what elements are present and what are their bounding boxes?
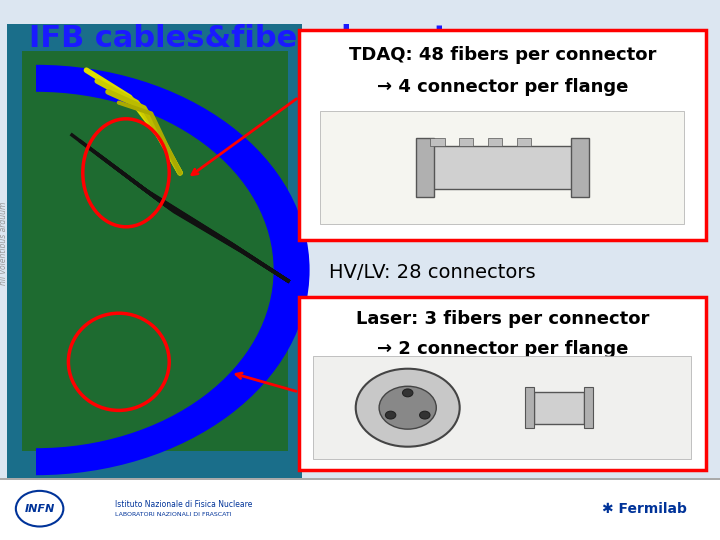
FancyBboxPatch shape — [584, 387, 593, 428]
FancyBboxPatch shape — [299, 297, 706, 470]
FancyBboxPatch shape — [299, 30, 706, 240]
FancyBboxPatch shape — [416, 138, 433, 197]
Text: LABORATORI NAZIONALI DI FRASCATI: LABORATORI NAZIONALI DI FRASCATI — [115, 511, 232, 517]
FancyBboxPatch shape — [570, 138, 588, 197]
FancyBboxPatch shape — [320, 111, 684, 224]
Text: → 4 connector per flange: → 4 connector per flange — [377, 78, 628, 96]
Text: ✱ Fermilab: ✱ Fermilab — [602, 502, 687, 516]
Text: INFN: INFN — [24, 504, 55, 514]
Text: Alessandro Saputi, Ivano Sarra - FNAL 23th July 2020: Alessandro Saputi, Ivano Sarra - FNAL 23… — [194, 503, 526, 516]
FancyBboxPatch shape — [516, 138, 531, 146]
Text: TDAQ: 48 fibers per connector: TDAQ: 48 fibers per connector — [348, 46, 656, 64]
FancyBboxPatch shape — [0, 478, 720, 540]
Text: IFB cables&fibers layout: IFB cables&fibers layout — [29, 24, 448, 53]
Text: nil volentibus arduum: nil volentibus arduum — [0, 201, 8, 285]
Circle shape — [385, 411, 396, 419]
FancyBboxPatch shape — [22, 51, 288, 451]
FancyBboxPatch shape — [0, 478, 720, 480]
Circle shape — [402, 389, 413, 397]
Wedge shape — [36, 65, 310, 475]
Text: Istituto Nazionale di Fisica Nucleare: Istituto Nazionale di Fisica Nucleare — [115, 501, 253, 509]
Circle shape — [379, 386, 436, 429]
FancyBboxPatch shape — [525, 387, 534, 428]
FancyBboxPatch shape — [459, 138, 474, 146]
FancyBboxPatch shape — [487, 138, 502, 146]
Circle shape — [420, 411, 430, 419]
FancyBboxPatch shape — [7, 24, 302, 478]
FancyBboxPatch shape — [430, 146, 575, 189]
FancyBboxPatch shape — [534, 392, 584, 424]
Circle shape — [16, 491, 63, 526]
Text: Laser: 3 fibers per connector: Laser: 3 fibers per connector — [356, 310, 649, 328]
FancyBboxPatch shape — [313, 356, 691, 459]
Text: → 2 connector per flange: → 2 connector per flange — [377, 340, 628, 358]
Text: HV/LV: 28 connectors: HV/LV: 28 connectors — [329, 263, 535, 282]
Circle shape — [356, 369, 459, 447]
FancyBboxPatch shape — [430, 138, 444, 146]
